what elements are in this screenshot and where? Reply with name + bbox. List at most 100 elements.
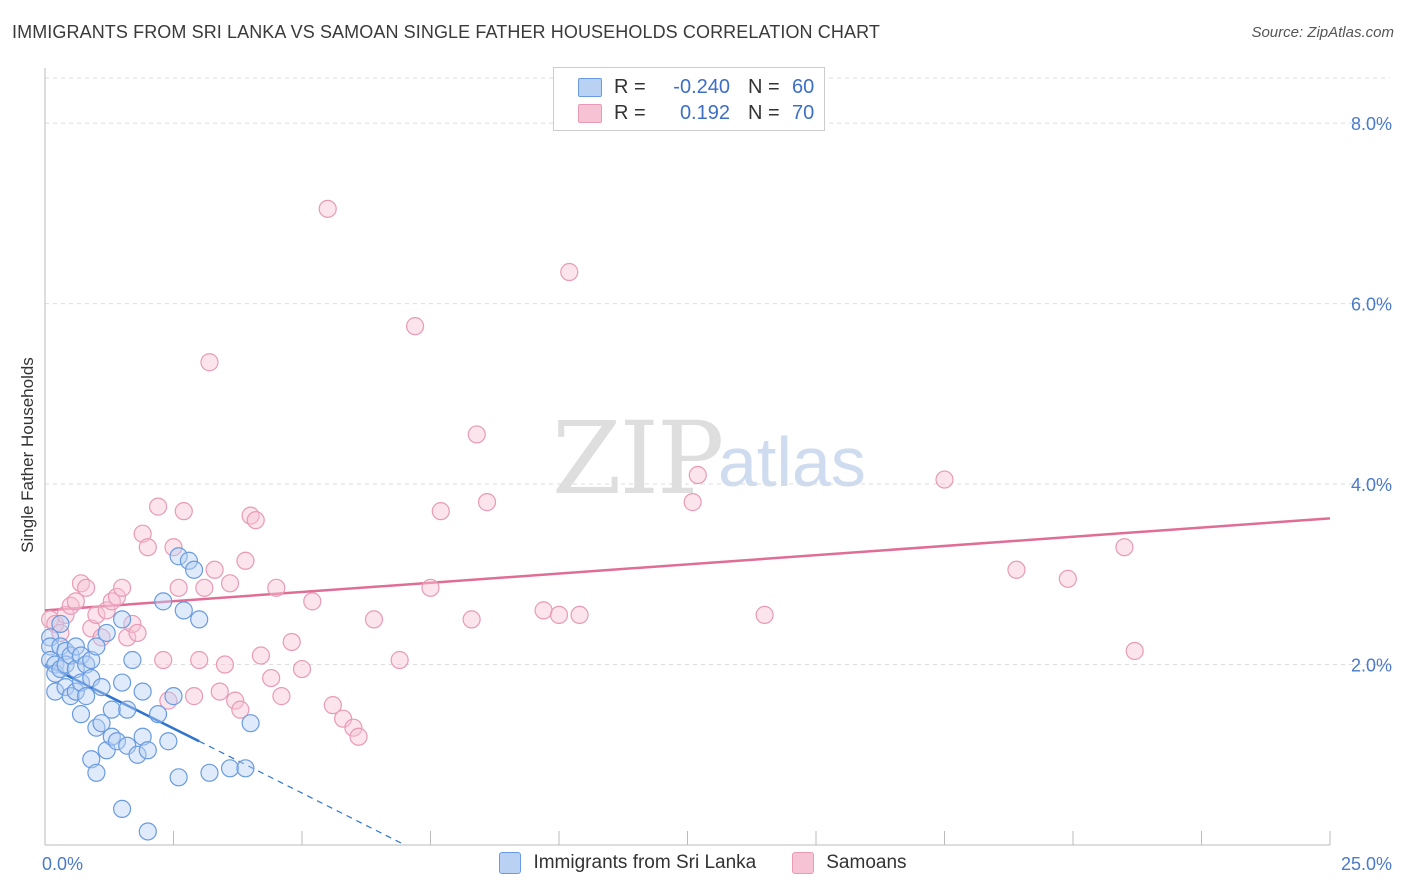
samoan-point: [683, 493, 702, 512]
sri-lanka-point: [66, 659, 85, 679]
sri-lanka-point: [82, 668, 101, 688]
samoan-point: [169, 578, 188, 597]
stats-r-value: 0.192: [679, 101, 730, 124]
sri-lanka-point: [77, 687, 96, 706]
legend-label-samoans: Samoans: [826, 852, 907, 873]
chart-title: IMMIGRANTS FROM SRI LANKA VS SAMOAN SING…: [12, 22, 880, 42]
sri-lanka-point: [71, 673, 91, 692]
watermark-atlas: atlas: [718, 423, 866, 501]
sri-lanka-point: [87, 763, 106, 782]
samoan-point: [77, 578, 96, 597]
sri-lanka-point: [128, 745, 147, 764]
samoan-point: [236, 551, 255, 570]
samoan-point: [1115, 538, 1134, 557]
axes: [44, 68, 1331, 846]
stats-row-samoans: R = 0.192 N = 70: [578, 100, 814, 126]
stats-swatch-pink: [578, 103, 602, 123]
samoan-point: [549, 605, 569, 625]
samoan-point: [560, 262, 579, 282]
samoan-point: [66, 592, 85, 611]
legend-item-sri-lanka[interactable]: Immigrants from Sri Lanka: [499, 852, 756, 874]
sri-lanka-point: [56, 655, 75, 674]
legend-swatch-pink: [792, 852, 815, 874]
sri-lanka-point: [123, 650, 142, 670]
samoan-point: [349, 727, 368, 746]
samoan-point: [405, 317, 425, 336]
sri-lanka-point: [133, 727, 152, 746]
samoan-point: [154, 650, 173, 670]
samoan-point: [323, 696, 342, 715]
stats-r-label: R =: [614, 75, 646, 98]
samoan-point: [215, 655, 234, 674]
samoan-point: [164, 538, 183, 557]
sri-lanka-point: [92, 677, 111, 697]
sri-lanka-point: [92, 714, 111, 733]
samoan-point: [570, 605, 589, 625]
samoan-point: [267, 578, 286, 597]
samoan-point: [123, 614, 142, 634]
samoan-point: [195, 578, 214, 597]
samoan-point: [118, 628, 137, 647]
sri-lanka-point: [66, 637, 85, 656]
stats-r-label: R =: [614, 101, 646, 124]
samoan-point: [246, 511, 265, 530]
y-tick-label: 8.0%: [1351, 114, 1392, 134]
samoan-point: [303, 592, 322, 611]
stats-box: R = -0.240 N = 60 R = 0.192 N = 70: [553, 67, 825, 131]
sri-lanka-point: [102, 700, 121, 719]
samoan-point: [262, 668, 281, 688]
sri-lanka-point: [138, 822, 157, 841]
samoan-point: [112, 578, 132, 597]
samoan-point: [364, 610, 384, 629]
stats-swatch-blue: [578, 77, 602, 97]
stats-n-value: 60: [792, 75, 815, 98]
sri-lanka-point: [133, 682, 152, 701]
samoan-point: [46, 614, 65, 634]
sri-lanka-point: [184, 560, 204, 579]
sri-lanka-point: [220, 759, 240, 778]
tick-labels: 2.0% 4.0% 6.0% 8.0% 0.0% 25.0%: [42, 114, 1392, 874]
sri-lanka-point: [112, 610, 132, 629]
legend-item-samoans[interactable]: Samoans: [792, 852, 907, 874]
sri-lanka-point: [174, 601, 193, 620]
samoan-point: [97, 601, 116, 620]
samoan-point: [107, 587, 127, 606]
sri-lanka-point: [82, 650, 101, 670]
sri-lanka-point: [112, 673, 132, 692]
samoan-point: [755, 605, 774, 625]
stats-n-value: 70: [792, 101, 815, 124]
samoan-point: [390, 650, 409, 670]
sri-lanka-point: [190, 610, 209, 629]
samoan-point: [534, 601, 553, 620]
sri-lanka-point: [200, 763, 219, 782]
sri-lanka-point: [241, 714, 260, 733]
sri-lanka-point: [82, 750, 101, 769]
samoan-point: [334, 709, 353, 728]
samoan-point: [292, 659, 312, 679]
sri-lanka-point: [107, 732, 127, 751]
samoan-point: [148, 497, 168, 516]
samoan-point: [87, 605, 106, 625]
data-points: [41, 199, 1144, 841]
sri-lanka-point: [169, 547, 188, 566]
y-tick-label: 2.0%: [1351, 656, 1392, 676]
samoan-point: [462, 610, 481, 629]
samoan-point: [133, 524, 152, 543]
sri-lanka-point: [118, 700, 137, 719]
sri-lanka-point: [71, 646, 91, 665]
sri-lanka-point: [179, 551, 199, 570]
sri-lanka-point: [61, 646, 80, 665]
legend: Immigrants from Sri Lanka Samoans: [0, 852, 1406, 874]
legend-label-sri-lanka: Immigrants from Sri Lanka: [533, 852, 757, 873]
samoan-point: [935, 470, 954, 489]
samoan-point: [1058, 569, 1077, 588]
samoan-point: [200, 353, 219, 372]
sri-lanka-point: [138, 741, 157, 760]
sri-lanka-point: [169, 768, 188, 787]
legend-swatch-blue: [499, 852, 522, 874]
samoan-point: [1125, 641, 1144, 661]
samoan-point: [220, 574, 240, 593]
stats-r-value: -0.240: [673, 75, 730, 98]
samoan-point: [128, 623, 147, 643]
